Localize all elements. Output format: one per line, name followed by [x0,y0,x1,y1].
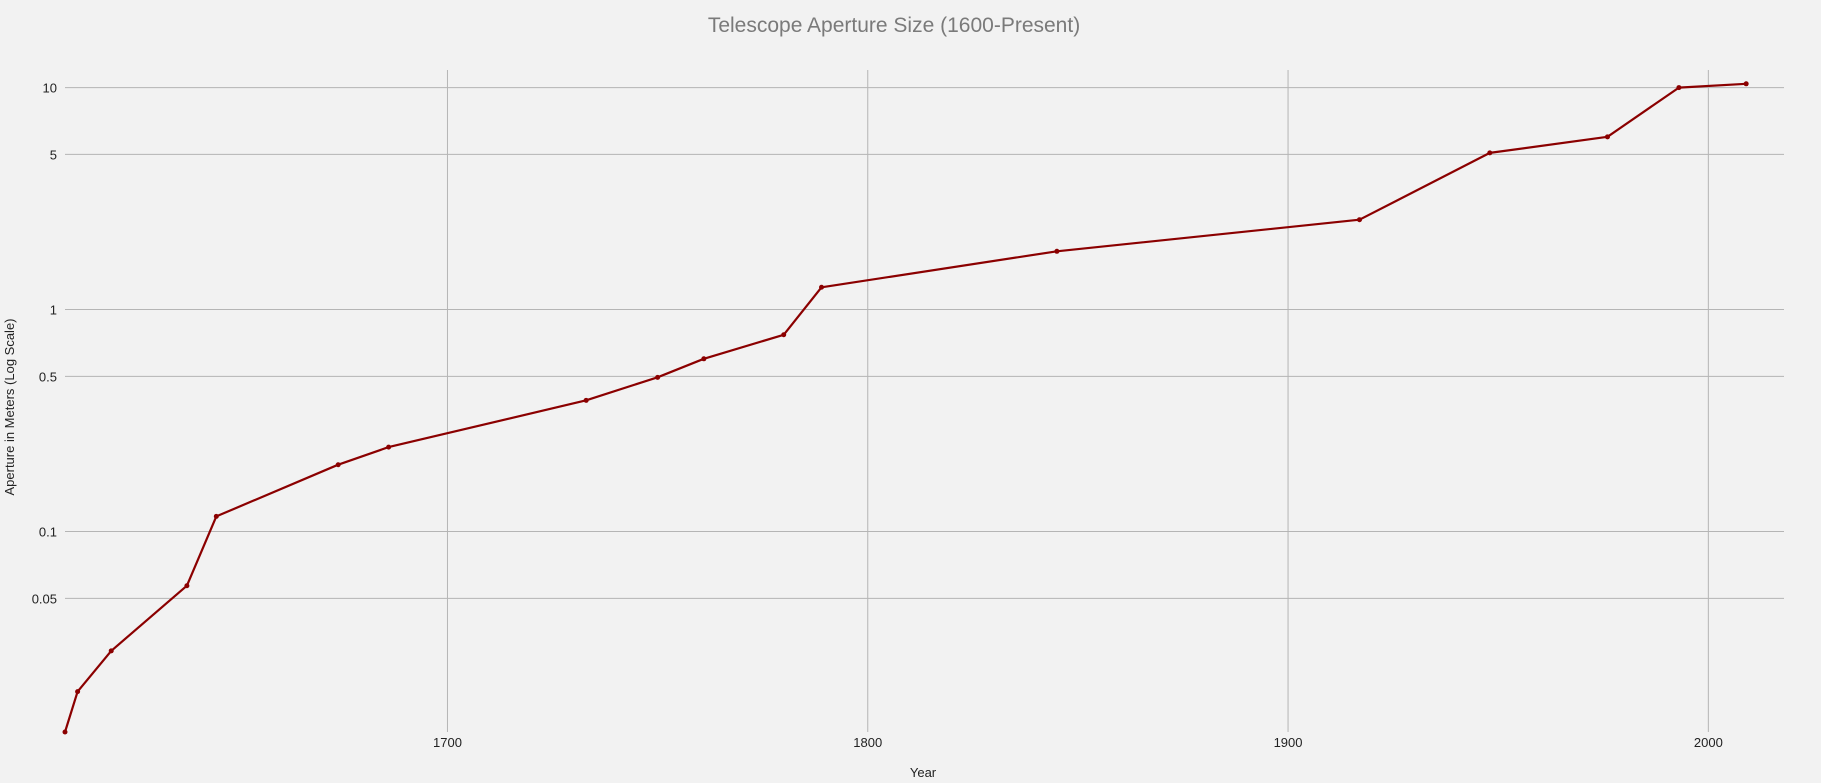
x-tick-label: 1700 [433,735,462,750]
data-point [75,689,81,695]
data-point [1676,85,1682,91]
data-point [62,729,68,735]
x-axis-ticks: 1700 1800 1900 2000 [433,735,1723,750]
data-point [819,284,825,290]
data-point [781,332,787,338]
x-tick-label: 2000 [1694,735,1723,750]
data-point [213,513,219,519]
data-point [1054,248,1060,254]
data-point [583,397,589,403]
data-point [1743,81,1749,87]
x-tick-label: 1800 [853,735,882,750]
y-tick-label: 1 [50,303,57,318]
data-point [1604,134,1610,140]
y-tick-label: 0.1 [39,525,57,540]
series-line [63,82,1748,734]
data-point [655,374,661,380]
y-tick-label: 0.05 [32,591,57,606]
data-point [335,462,341,468]
chart-title: Telescope Aperture Size (1600-Present) [708,14,1080,37]
y-axis-ticks: 0.05 0.1 0.5 1 5 10 [32,81,57,607]
y-tick-label: 0.5 [39,369,57,384]
data-point [108,648,114,654]
data-point [1357,217,1363,223]
grid [65,70,1784,732]
data-point [386,444,392,450]
x-tick-label: 1900 [1274,735,1303,750]
data-point [184,583,190,589]
y-tick-label: 5 [50,147,57,162]
x-axis-label: Year [910,765,937,780]
data-point [1487,150,1493,156]
y-tick-label: 10 [43,81,57,96]
series-layer [62,81,1749,735]
y-axis-label: Aperture in Meters (Log Scale) [2,318,17,495]
data-point [701,356,707,362]
